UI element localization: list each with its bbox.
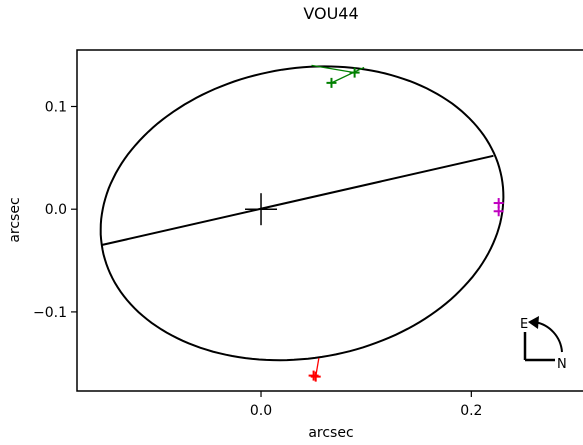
- y-tick-label-1: 0.0: [45, 202, 67, 218]
- residual-line-0-0: [331, 66, 365, 84]
- orbit-ellipse: [99, 65, 505, 362]
- compass-arrowhead: [528, 316, 539, 329]
- chart-title: VOU44: [303, 4, 358, 23]
- compass-rose: E N: [520, 316, 567, 372]
- y-ticks: 0.1 0.0 −0.1: [33, 99, 77, 321]
- x-axis-label: arcsec: [308, 425, 353, 441]
- y-tick-label-2: −0.1: [33, 305, 67, 321]
- plot-frame: [76, 49, 583, 392]
- compass-north-label: N: [557, 357, 567, 372]
- compass-rotation-arc: [534, 321, 563, 353]
- y-axis-label: arcsec: [7, 197, 23, 242]
- residual-line-0-1: [311, 64, 355, 74]
- compass-east-label: E: [520, 317, 528, 332]
- y-tick-label-0: 0.1: [45, 99, 67, 115]
- x-ticks: 0.0 0.2: [250, 391, 482, 419]
- x-tick-label-0: 0.0: [250, 403, 272, 419]
- major-axis-line: [100, 154, 494, 247]
- plot-area: [99, 64, 505, 382]
- x-tick-label-1: 0.2: [460, 403, 482, 419]
